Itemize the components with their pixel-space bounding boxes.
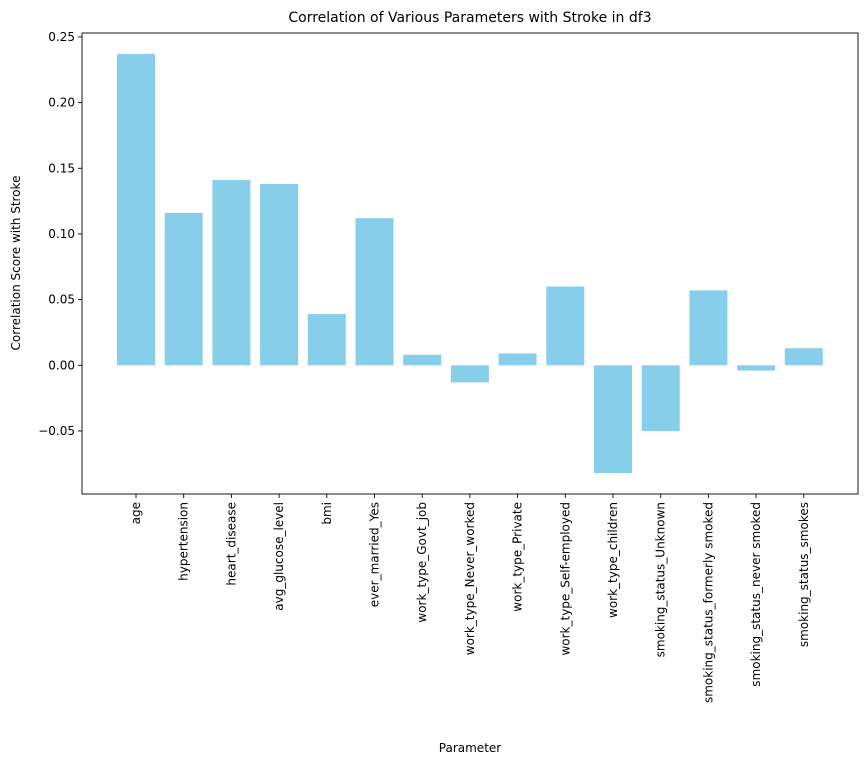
x-ticks-group: age hypertension heart_disease avg_glucose_… — [129, 494, 811, 703]
bars-group — [117, 54, 823, 473]
x-tick-label: smoking_status_Unknown — [654, 502, 668, 657]
y-tick-label: 0.00 — [48, 358, 75, 372]
bar-smoking_status_Unknown — [641, 365, 680, 431]
bar-work_type_Govt_job — [403, 354, 442, 366]
x-tick-label: smoking_status_formerly smoked — [701, 502, 715, 703]
bar-smoking_status_formerly smoked — [689, 290, 728, 366]
x-axis-label: Parameter — [439, 741, 501, 755]
y-tick-label: 0.05 — [48, 293, 75, 307]
bar-work_type_Self-employed — [546, 286, 585, 366]
x-tick-label: work_type_Never_worked — [463, 502, 477, 655]
x-tick-label: hypertension — [177, 502, 191, 581]
y-axis-label: Correlation Score with Stroke — [9, 176, 23, 351]
bar-smoking_status_never smoked — [737, 365, 776, 371]
bar-age — [117, 54, 155, 366]
bar-ever_married_Yes — [355, 218, 394, 366]
x-tick-label: work_type_Govt_job — [415, 502, 429, 623]
x-tick-label: work_type_Private — [511, 502, 525, 612]
chart-title: Correlation of Various Parameters with S… — [288, 10, 651, 26]
bar-work_type_children — [594, 365, 632, 473]
bar-work_type_Never_worked — [450, 365, 489, 383]
x-tick-label: bmi — [320, 502, 334, 525]
bar-work_type_Private — [498, 353, 537, 366]
bar-hypertension — [164, 212, 203, 366]
y-tick-label: 0.15 — [48, 161, 75, 175]
y-tick-label: 0.10 — [48, 227, 75, 241]
y-tick-label: −0.05 — [38, 424, 75, 438]
y-tick-label: 0.25 — [48, 30, 75, 44]
x-tick-label: work_type_Self-employed — [558, 502, 572, 656]
y-tick-label: 0.20 — [48, 96, 75, 110]
plot-frame — [81, 32, 859, 495]
x-tick-label: age — [129, 502, 143, 524]
bar-avg_glucose_level — [260, 184, 299, 366]
x-tick-label: smoking_status_never smoked — [749, 502, 763, 687]
x-tick-label: avg_glucose_level — [272, 502, 286, 611]
x-tick-label: ever_married_Yes — [368, 502, 382, 607]
bar-smoking_status_smokes — [784, 348, 823, 366]
x-tick-label: smoking_status_smokes — [797, 502, 811, 647]
bar-heart_disease — [212, 180, 251, 366]
x-tick-label: heart_disease — [224, 502, 238, 586]
y-ticks-group: −0.05 0.00 0.05 0.10 0.15 0.20 0.25 — [38, 30, 82, 438]
bar-bmi — [307, 314, 346, 366]
x-tick-label: work_type_children — [606, 502, 620, 618]
